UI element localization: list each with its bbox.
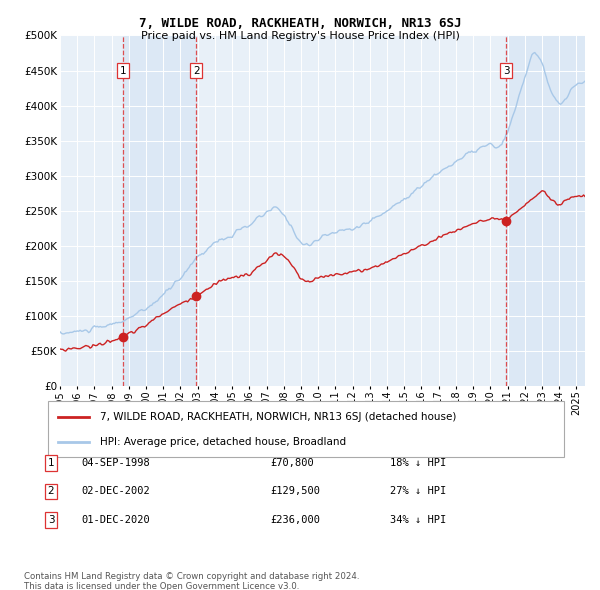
Text: 2: 2 (193, 65, 200, 76)
Text: 01-DEC-2020: 01-DEC-2020 (81, 515, 150, 525)
Bar (123, 35, 196, 386)
Text: £236,000: £236,000 (270, 515, 320, 525)
Text: 1: 1 (120, 65, 127, 76)
Text: Price paid vs. HM Land Registry's House Price Index (HPI): Price paid vs. HM Land Registry's House … (140, 31, 460, 41)
Text: Contains HM Land Registry data © Crown copyright and database right 2024.: Contains HM Land Registry data © Crown c… (24, 572, 359, 581)
Text: £129,500: £129,500 (270, 487, 320, 496)
Text: This data is licensed under the Open Government Licence v3.0.: This data is licensed under the Open Gov… (24, 582, 299, 590)
Text: 02-DEC-2002: 02-DEC-2002 (81, 487, 150, 496)
Text: 34% ↓ HPI: 34% ↓ HPI (390, 515, 446, 525)
Bar (506, 35, 585, 386)
Text: 27% ↓ HPI: 27% ↓ HPI (390, 487, 446, 496)
FancyBboxPatch shape (48, 401, 564, 457)
Text: 2: 2 (47, 487, 55, 496)
Text: £70,800: £70,800 (270, 458, 314, 468)
Text: 04-SEP-1998: 04-SEP-1998 (81, 458, 150, 468)
Text: 3: 3 (47, 515, 55, 525)
Text: 7, WILDE ROAD, RACKHEATH, NORWICH, NR13 6SJ: 7, WILDE ROAD, RACKHEATH, NORWICH, NR13 … (139, 17, 461, 30)
Text: 7, WILDE ROAD, RACKHEATH, NORWICH, NR13 6SJ (detached house): 7, WILDE ROAD, RACKHEATH, NORWICH, NR13 … (100, 412, 456, 422)
Text: 1: 1 (47, 458, 55, 468)
Text: 18% ↓ HPI: 18% ↓ HPI (390, 458, 446, 468)
Text: HPI: Average price, detached house, Broadland: HPI: Average price, detached house, Broa… (100, 437, 346, 447)
Text: 3: 3 (503, 65, 509, 76)
